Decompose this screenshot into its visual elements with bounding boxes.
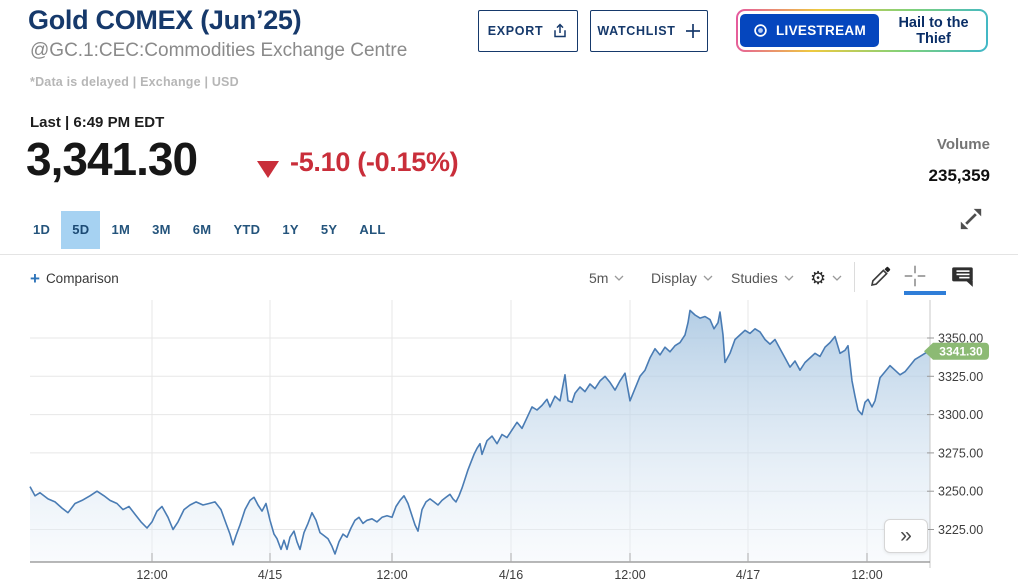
radio-dot-icon: [754, 24, 767, 37]
price-change: -5.10 (-0.15%): [290, 147, 459, 177]
livestream-label: LIVESTREAM: [776, 23, 867, 38]
studies-dropdown[interactable]: Studies: [731, 265, 794, 291]
range-tab-all[interactable]: ALL: [359, 222, 386, 237]
draw-tool-icon[interactable]: [868, 263, 894, 289]
svg-text:12:00: 12:00: [851, 568, 882, 582]
plus-icon: [685, 24, 700, 38]
comments-icon[interactable]: [950, 263, 976, 289]
expand-chart-icon[interactable]: [956, 204, 986, 234]
settings-dropdown[interactable]: ⚙: [810, 265, 842, 291]
svg-text:3300.00: 3300.00: [938, 408, 983, 422]
down-arrow-icon: [257, 161, 279, 178]
section-divider: [0, 254, 1018, 255]
svg-text:4/15: 4/15: [258, 568, 282, 582]
instrument-subtitle: @GC.1:CEC:Commodities Exchange Centre: [30, 40, 408, 61]
add-comparison-button[interactable]: + Comparison: [30, 265, 119, 291]
svg-text:12:00: 12:00: [614, 568, 645, 582]
last-timestamp: Last | 6:49 PM EDT: [30, 114, 165, 131]
export-icon: [554, 23, 567, 38]
svg-text:3225.00: 3225.00: [938, 523, 983, 537]
range-tab-1y[interactable]: 1Y: [282, 222, 299, 237]
export-button[interactable]: EXPORT: [478, 10, 578, 52]
range-tab-5d[interactable]: 5D: [61, 211, 101, 249]
active-tool-indicator: [904, 291, 946, 295]
range-tab-6m[interactable]: 6M: [192, 222, 212, 237]
crosshair-tool-icon[interactable]: [902, 263, 928, 289]
svg-text:3250.00: 3250.00: [938, 485, 983, 499]
range-tab-ytd[interactable]: YTD: [233, 222, 261, 237]
svg-text:12:00: 12:00: [376, 568, 407, 582]
export-label: EXPORT: [487, 24, 544, 38]
data-delay-note: *Data is delayed | Exchange | USD: [30, 75, 239, 89]
svg-text:3341.30: 3341.30: [939, 345, 983, 359]
display-label: Display: [651, 270, 697, 286]
watchlist-label: WATCHLIST: [597, 24, 676, 38]
chevron-down-icon: [832, 275, 842, 281]
chevron-down-icon: [614, 275, 624, 281]
livestream-button[interactable]: LIVESTREAM: [740, 14, 880, 47]
chevron-down-icon: [784, 275, 794, 281]
gear-icon: ⚙: [810, 268, 827, 288]
livestream-banner[interactable]: LIVESTREAM Hail to the Thief: [736, 9, 988, 52]
page-title: Gold COMEX (Jun’25): [28, 5, 302, 35]
studies-label: Studies: [731, 270, 778, 286]
chevron-down-icon: [703, 275, 713, 281]
volume-label: Volume: [936, 136, 990, 153]
collapse-panel-button[interactable]: »: [884, 519, 928, 553]
svg-text:12:00: 12:00: [136, 568, 167, 582]
livestream-title[interactable]: Hail to the Thief: [898, 14, 969, 47]
plus-icon: +: [30, 268, 40, 288]
toolbar-divider: [854, 262, 855, 292]
svg-text:3275.00: 3275.00: [938, 446, 983, 460]
svg-text:3325.00: 3325.00: [938, 370, 983, 384]
range-tab-5y[interactable]: 5Y: [320, 222, 338, 237]
volume-value: 235,359: [928, 166, 990, 185]
last-price: 3,341.30: [26, 133, 198, 185]
range-tabs: 1D 5D 1M 3M 6M YTD 1Y 5Y ALL: [22, 211, 397, 249]
comparison-label: Comparison: [45, 270, 119, 286]
watchlist-button[interactable]: WATCHLIST: [590, 10, 708, 52]
range-tab-1d[interactable]: 1D: [33, 222, 51, 237]
display-dropdown[interactable]: Display: [651, 265, 713, 291]
svg-text:3350.00: 3350.00: [938, 332, 983, 346]
svg-text:4/16: 4/16: [499, 568, 523, 582]
svg-text:4/17: 4/17: [736, 568, 760, 582]
range-tab-1m[interactable]: 1M: [111, 222, 131, 237]
interval-label: 5m: [589, 270, 609, 286]
interval-dropdown[interactable]: 5m: [589, 265, 624, 291]
range-tab-3m[interactable]: 3M: [152, 222, 171, 237]
